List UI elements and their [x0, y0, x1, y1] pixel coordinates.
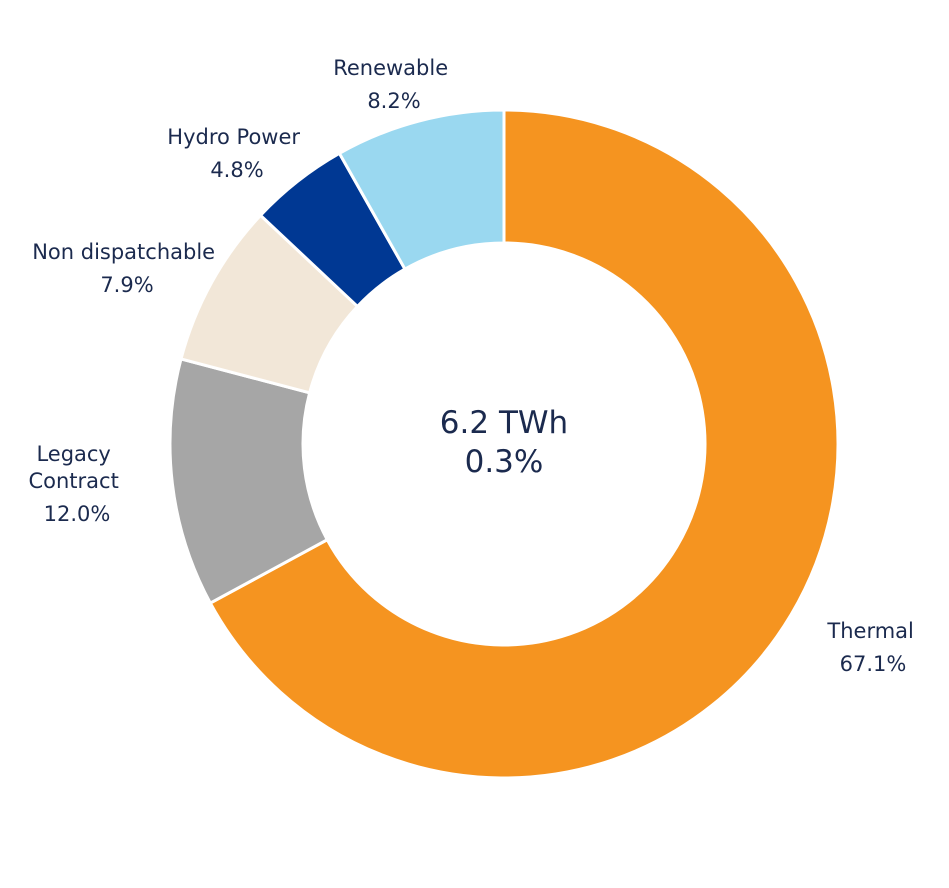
slice-labels: Thermal 67.1% Legacy Contract 12.0% Non …: [28, 56, 920, 676]
label-non-dispatchable: Non dispatchable 7.9%: [32, 240, 222, 297]
center-total: 6.2 TWh: [440, 405, 568, 441]
donut-slices: [168, 108, 840, 780]
label-renewable: Renewable 8.2%: [333, 56, 455, 113]
slice-thermal: [208, 108, 840, 780]
center-change: 0.3%: [465, 444, 544, 480]
slice-renewable: [337, 108, 506, 272]
label-hydro-power: Hydro Power 4.8%: [167, 125, 306, 182]
label-thermal: Thermal 67.1%: [826, 619, 920, 676]
label-legacy-contract: Legacy Contract 12.0%: [28, 442, 125, 526]
